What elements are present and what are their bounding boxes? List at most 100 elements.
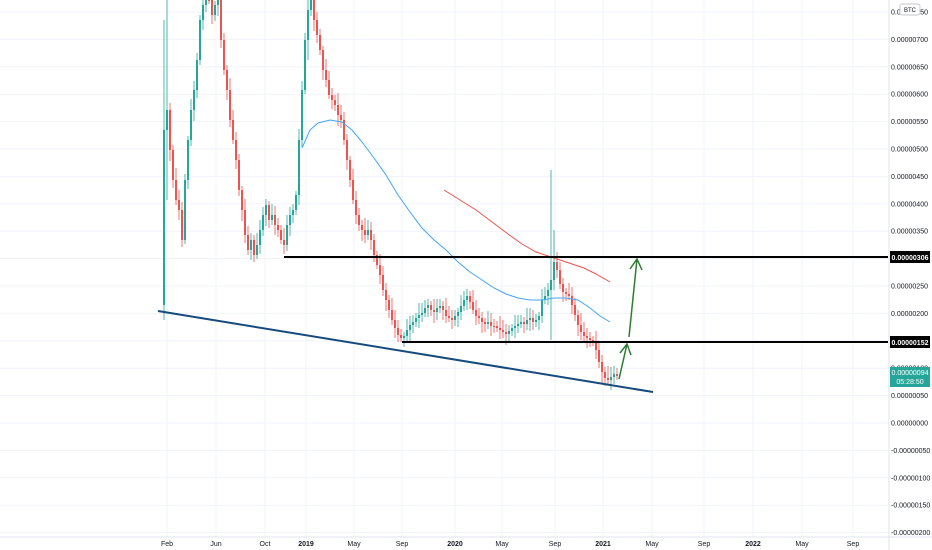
candle-body: [535, 320, 537, 322]
arrow-short[interactable]: [618, 342, 632, 380]
y-axis-ticks[interactable]: 0.000007500.000007000.000006500.00000600…: [891, 10, 930, 538]
x-tick-label: Oct: [260, 541, 271, 548]
candle-body: [406, 330, 408, 336]
candle-body: [256, 245, 258, 255]
y-tick-label: 0.00000350: [891, 229, 928, 236]
currency-badge[interactable]: BTC: [899, 3, 921, 16]
arrow-long-shaft: [628, 258, 638, 338]
candle-body: [571, 296, 573, 305]
y-tick-label: 0.00000050: [891, 393, 928, 400]
candle-body: [481, 318, 483, 322]
candle-body: [430, 305, 432, 310]
candle-body: [325, 70, 327, 80]
candle-body: [280, 230, 282, 240]
candle-body: [250, 240, 252, 250]
candle-body: [394, 320, 396, 328]
candle-body: [478, 316, 480, 318]
candle-body: [181, 210, 183, 240]
candle-body: [292, 210, 294, 215]
arrow-short-shaft: [618, 343, 628, 380]
candle-body: [313, 0, 315, 20]
candle-body: [274, 215, 276, 225]
arrow-long-head: [629, 257, 643, 271]
y-tick-label: 0.00000650: [891, 64, 928, 71]
candle-body: [349, 160, 351, 180]
candle-body: [328, 80, 330, 95]
y-tick-label: 0.00000500: [891, 147, 928, 154]
x-tick-label: Sep: [847, 541, 860, 548]
candle-body: [559, 270, 561, 284]
candle-body: [400, 335, 402, 338]
drawings[interactable]: [157, 256, 888, 393]
arrow-long[interactable]: [628, 257, 643, 338]
y-tick-label: 0.00000200: [891, 311, 928, 318]
x-tick-label: 2020: [447, 541, 463, 548]
candle-body: [433, 310, 435, 312]
candle-body: [562, 284, 564, 292]
candle-body: [451, 318, 453, 320]
candle-body: [532, 318, 534, 322]
candle-body: [229, 90, 231, 120]
candle-body: [364, 230, 366, 235]
x-tick-label: Sep: [549, 541, 562, 548]
x-tick-label: May: [347, 541, 361, 548]
candle-body: [586, 336, 588, 338]
candle-body: [436, 308, 438, 312]
candle-body: [421, 313, 423, 315]
candle-body: [547, 290, 549, 296]
candle-body: [598, 350, 600, 362]
candle-body: [346, 140, 348, 160]
candle-body: [190, 110, 192, 140]
price-tag-low: 0.00000152: [890, 336, 930, 348]
candle-body: [469, 296, 471, 302]
candle-body: [544, 296, 546, 300]
x-tick-label: Feb: [161, 541, 173, 548]
candle-body: [283, 240, 285, 245]
candle-body: [460, 306, 462, 312]
support-trendline[interactable]: [157, 310, 654, 393]
candle-body: [427, 305, 429, 308]
candle-body: [202, 5, 204, 20]
candle-body: [475, 310, 477, 316]
candle-body: [241, 190, 243, 210]
last-price-text: 0.00000094: [892, 370, 929, 377]
candle-body: [490, 322, 492, 326]
candle-body: [301, 90, 303, 140]
candle-body: [499, 328, 501, 330]
candle-body: [196, 60, 198, 90]
candle-body: [337, 105, 339, 115]
candle-body: [553, 262, 555, 280]
candle-body: [526, 320, 528, 324]
candle-body: [412, 322, 414, 325]
candle-body: [373, 240, 375, 255]
x-tick-label: May: [795, 541, 809, 548]
y-tick-label: 0.00000400: [891, 201, 928, 208]
price-tag-high: 0.00000306: [890, 251, 930, 263]
candle-body: [556, 262, 558, 270]
candles: [163, 0, 618, 390]
candle-body: [310, 0, 312, 10]
currency-badge-text: BTC: [904, 8, 917, 14]
y-tick-label: 0.00000550: [891, 119, 928, 126]
candle-body: [304, 40, 306, 90]
candle-body: [454, 316, 456, 320]
candle-body: [163, 130, 165, 305]
arrow-short-head: [619, 342, 632, 356]
y-tick-label: 0.00000600: [891, 92, 928, 99]
candle-body: [487, 322, 489, 324]
x-tick-label: Jun: [210, 541, 221, 548]
candle-body: [439, 306, 441, 308]
candle-body: [415, 318, 417, 322]
candle-body: [253, 240, 255, 255]
candle-body: [277, 225, 279, 230]
candle-body: [175, 180, 177, 200]
x-tick-label: 2019: [298, 541, 314, 548]
x-axis-ticks[interactable]: Feb Jun Oct 2019 May Sep 2020 May Sep 2021 May Sep 2…: [161, 541, 859, 548]
candle-body: [397, 328, 399, 335]
candle-body: [334, 100, 336, 105]
candle-body: [211, 0, 213, 15]
candle-body: [595, 342, 597, 350]
candle-body: [271, 215, 273, 220]
